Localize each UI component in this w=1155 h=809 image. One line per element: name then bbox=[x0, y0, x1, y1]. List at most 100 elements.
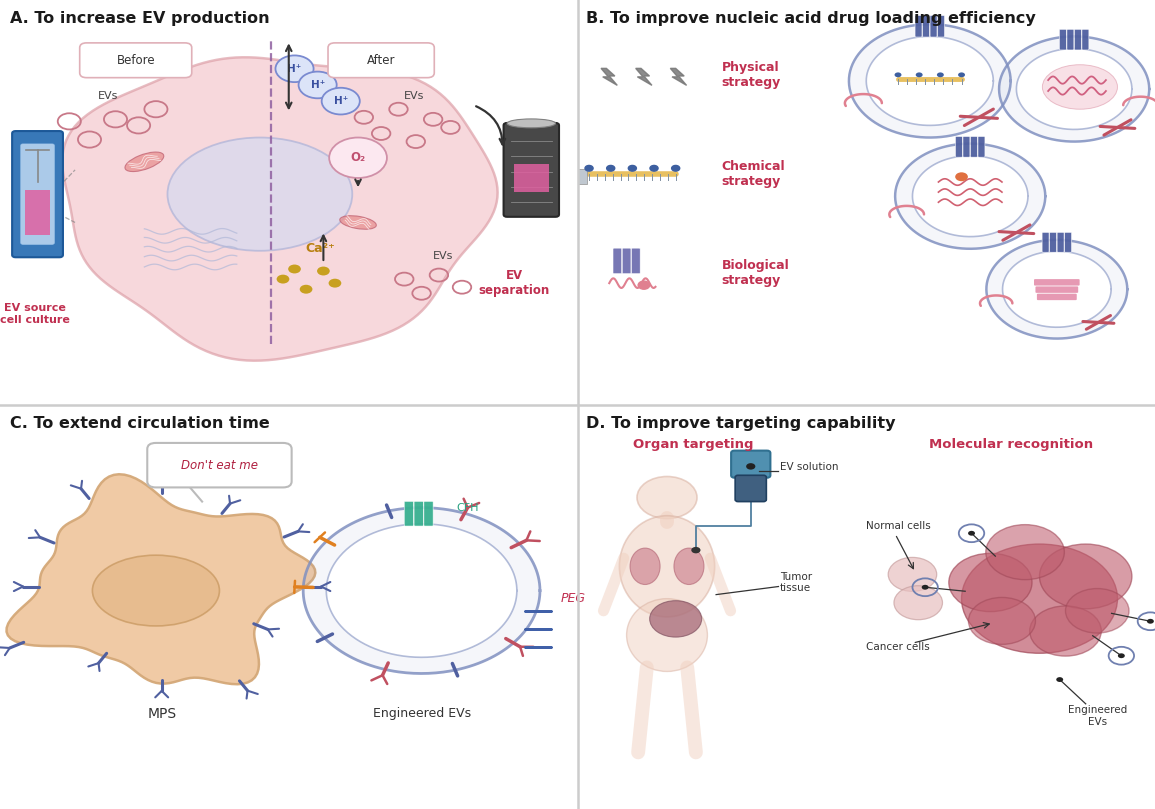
Circle shape bbox=[1147, 619, 1154, 624]
Text: Engineered EVs: Engineered EVs bbox=[373, 707, 470, 721]
Circle shape bbox=[937, 72, 944, 78]
Circle shape bbox=[959, 72, 966, 78]
FancyBboxPatch shape bbox=[80, 43, 192, 78]
Text: Biological
strategy: Biological strategy bbox=[722, 259, 790, 287]
Text: MPS: MPS bbox=[147, 707, 177, 721]
Ellipse shape bbox=[675, 549, 703, 584]
Text: Engineered
EVs: Engineered EVs bbox=[1067, 705, 1127, 726]
FancyBboxPatch shape bbox=[1059, 29, 1066, 50]
Text: Organ targeting: Organ targeting bbox=[633, 438, 753, 451]
Circle shape bbox=[968, 597, 1035, 644]
Ellipse shape bbox=[125, 152, 164, 172]
Circle shape bbox=[949, 553, 1033, 612]
FancyBboxPatch shape bbox=[970, 137, 977, 157]
Text: Tumor
tissue: Tumor tissue bbox=[780, 572, 812, 593]
Text: EV source
cell culture: EV source cell culture bbox=[0, 303, 69, 325]
Text: C. To extend circulation time: C. To extend circulation time bbox=[10, 416, 270, 431]
FancyBboxPatch shape bbox=[632, 248, 640, 273]
Circle shape bbox=[649, 600, 701, 637]
Text: Physical
strategy: Physical strategy bbox=[722, 61, 781, 89]
Text: Cancer cells: Cancer cells bbox=[866, 642, 930, 652]
FancyBboxPatch shape bbox=[963, 137, 970, 157]
FancyBboxPatch shape bbox=[413, 502, 423, 526]
Ellipse shape bbox=[1043, 65, 1117, 109]
Circle shape bbox=[671, 166, 679, 172]
FancyBboxPatch shape bbox=[514, 163, 549, 193]
FancyBboxPatch shape bbox=[1057, 232, 1064, 252]
FancyBboxPatch shape bbox=[736, 475, 767, 502]
Text: After: After bbox=[367, 53, 395, 67]
FancyBboxPatch shape bbox=[1042, 232, 1049, 252]
Text: EVs: EVs bbox=[404, 91, 425, 101]
Circle shape bbox=[329, 138, 387, 178]
Ellipse shape bbox=[631, 549, 661, 584]
Circle shape bbox=[968, 531, 975, 536]
FancyBboxPatch shape bbox=[424, 502, 433, 526]
Circle shape bbox=[1065, 588, 1130, 633]
FancyBboxPatch shape bbox=[923, 15, 930, 37]
FancyBboxPatch shape bbox=[1082, 29, 1089, 50]
Text: EVs: EVs bbox=[98, 91, 119, 101]
Circle shape bbox=[691, 547, 700, 553]
FancyBboxPatch shape bbox=[930, 15, 937, 37]
Polygon shape bbox=[601, 69, 617, 86]
FancyBboxPatch shape bbox=[1067, 29, 1074, 50]
FancyBboxPatch shape bbox=[613, 248, 621, 273]
Circle shape bbox=[986, 524, 1065, 579]
Circle shape bbox=[746, 463, 755, 469]
Text: PEG: PEG bbox=[560, 592, 586, 605]
Circle shape bbox=[316, 267, 330, 276]
FancyBboxPatch shape bbox=[938, 15, 945, 37]
Circle shape bbox=[961, 544, 1118, 654]
FancyBboxPatch shape bbox=[1037, 294, 1076, 300]
Circle shape bbox=[328, 278, 342, 288]
FancyBboxPatch shape bbox=[504, 123, 559, 217]
Circle shape bbox=[638, 282, 649, 290]
Ellipse shape bbox=[627, 599, 707, 671]
Text: Before: Before bbox=[117, 53, 155, 67]
FancyBboxPatch shape bbox=[328, 43, 434, 78]
FancyBboxPatch shape bbox=[955, 137, 962, 157]
FancyBboxPatch shape bbox=[21, 144, 54, 244]
FancyBboxPatch shape bbox=[1035, 286, 1079, 293]
FancyBboxPatch shape bbox=[915, 15, 922, 37]
Text: B. To improve nucleic acid drug loading efficiency: B. To improve nucleic acid drug loading … bbox=[587, 11, 1036, 27]
Text: EV
separation: EV separation bbox=[478, 269, 550, 297]
FancyBboxPatch shape bbox=[404, 502, 413, 526]
Ellipse shape bbox=[340, 216, 377, 229]
Circle shape bbox=[584, 166, 594, 172]
FancyBboxPatch shape bbox=[576, 170, 587, 184]
Ellipse shape bbox=[92, 555, 219, 626]
Circle shape bbox=[277, 275, 290, 284]
Circle shape bbox=[955, 172, 968, 181]
Circle shape bbox=[1030, 606, 1102, 656]
Circle shape bbox=[894, 586, 942, 620]
FancyBboxPatch shape bbox=[978, 137, 985, 157]
Text: EVs: EVs bbox=[433, 251, 454, 260]
Circle shape bbox=[1040, 544, 1132, 609]
Text: H⁺: H⁺ bbox=[311, 80, 325, 90]
Text: EV solution: EV solution bbox=[780, 462, 839, 472]
Circle shape bbox=[606, 166, 614, 172]
Text: D. To improve targeting capability: D. To improve targeting capability bbox=[587, 416, 895, 431]
Polygon shape bbox=[7, 474, 315, 684]
Text: Molecular recognition: Molecular recognition bbox=[929, 438, 1093, 451]
FancyBboxPatch shape bbox=[1065, 232, 1072, 252]
FancyBboxPatch shape bbox=[623, 248, 631, 273]
Text: Normal cells: Normal cells bbox=[866, 521, 931, 531]
Text: Ca²⁺: Ca²⁺ bbox=[306, 242, 335, 256]
Circle shape bbox=[628, 166, 636, 172]
FancyBboxPatch shape bbox=[1034, 279, 1080, 286]
Circle shape bbox=[1118, 654, 1125, 659]
FancyBboxPatch shape bbox=[1050, 232, 1057, 252]
Text: A. To increase EV production: A. To increase EV production bbox=[10, 11, 270, 27]
FancyBboxPatch shape bbox=[12, 131, 64, 257]
Text: H⁺: H⁺ bbox=[288, 64, 301, 74]
Circle shape bbox=[638, 477, 698, 519]
Polygon shape bbox=[62, 57, 498, 361]
Circle shape bbox=[299, 285, 312, 294]
FancyBboxPatch shape bbox=[1074, 29, 1081, 50]
Text: H⁺: H⁺ bbox=[334, 96, 348, 106]
Text: Don't eat me: Don't eat me bbox=[181, 459, 258, 472]
Text: CFH: CFH bbox=[456, 502, 478, 513]
